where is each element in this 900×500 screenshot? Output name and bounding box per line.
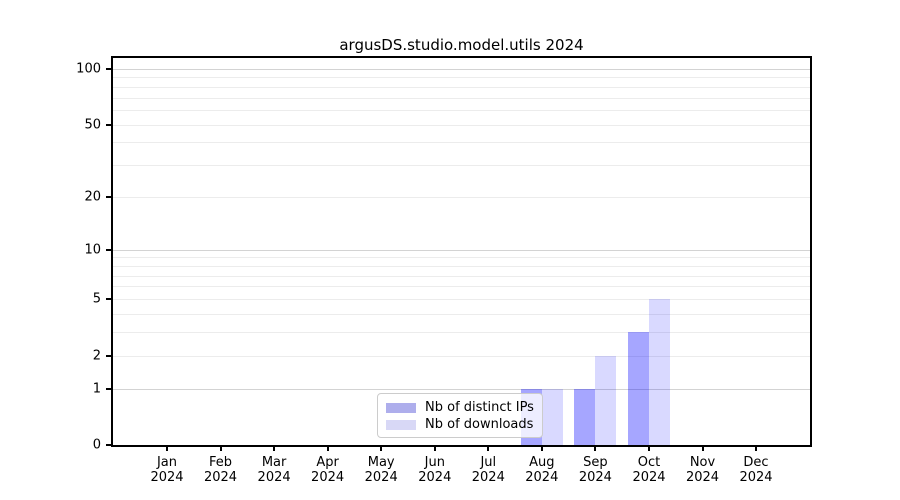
x-tick-mark	[219, 445, 222, 451]
bar-distinct-ips	[628, 332, 649, 445]
gridline-major	[113, 68, 810, 70]
y-tick-label: 20	[84, 189, 101, 205]
x-tick-label: Jul 2024	[471, 455, 505, 485]
x-tick-label: Dec 2024	[739, 455, 773, 485]
gridline-minor	[113, 257, 810, 259]
x-tick-mark	[755, 445, 757, 451]
gridline-minor	[113, 265, 810, 267]
gridline-minor	[113, 124, 810, 126]
x-tick-mark	[487, 445, 490, 451]
x-tick-mark	[380, 445, 383, 451]
gridline-minor	[113, 313, 810, 315]
y-tick-mark	[106, 354, 112, 357]
gridline-minor	[113, 142, 810, 144]
x-tick-label: Sep 2024	[578, 455, 612, 485]
x-tick-mark	[433, 445, 436, 451]
y-tick-mark	[106, 248, 112, 251]
x-tick-mark	[326, 445, 329, 451]
y-tick-label: 5	[92, 291, 101, 307]
x-tick-mark	[166, 445, 168, 451]
x-tick-label: Nov 2024	[685, 455, 720, 485]
y-tick-label: 1	[92, 381, 101, 396]
y-tick-label: 50	[84, 117, 101, 133]
x-tick-label: Jun 2024	[418, 455, 452, 485]
x-tick-label: Jan 2024	[150, 455, 184, 485]
legend-label: Nb of downloads	[425, 417, 534, 432]
x-tick-label: Aug 2024	[525, 455, 559, 485]
y-tick-mark	[106, 298, 112, 300]
y-tick-mark	[106, 444, 112, 446]
x-tick-mark	[594, 445, 597, 451]
legend-label: Nb of distinct IPs	[425, 400, 534, 415]
gridline-minor	[113, 110, 810, 111]
gridline-major	[113, 388, 810, 390]
gridline-minor	[113, 97, 810, 99]
y-tick-mark	[106, 67, 112, 70]
y-tick-mark	[106, 195, 112, 198]
gridline-minor	[113, 355, 810, 357]
gridline-minor	[113, 286, 810, 288]
x-tick-label: May 2024	[364, 455, 398, 485]
x-tick-mark	[540, 445, 543, 451]
y-tick-label: 100	[76, 61, 101, 77]
y-tick-mark	[106, 123, 112, 126]
plot-area: Nb of distinct IPs Nb of downloads 0 1 2 5 1…	[76, 56, 812, 485]
gridline-minor	[113, 332, 810, 333]
x-tick-label: Apr 2024	[311, 455, 345, 485]
y-tick-label: 10	[84, 242, 101, 258]
gridline-minor	[113, 299, 810, 300]
gridline-minor	[113, 77, 810, 79]
bar-downloads	[595, 355, 617, 445]
x-tick-mark	[701, 445, 704, 451]
chart-title: argusDS.studio.model.utils 2024	[339, 36, 584, 54]
bar-downloads	[649, 299, 670, 445]
x-tick-mark	[648, 445, 650, 451]
gridline-minor	[113, 86, 810, 88]
gridline-major	[113, 249, 810, 251]
legend-swatch-distinct-ips	[386, 402, 416, 413]
legend-item-distinct-ips: Nb of distinct IPs	[386, 399, 534, 416]
y-tick-mark	[106, 387, 112, 390]
legend-item-downloads: Nb of downloads	[386, 416, 534, 433]
x-tick-label: Oct 2024	[632, 455, 666, 485]
y-tick-label: 0	[92, 437, 101, 453]
gridline-minor	[113, 165, 810, 167]
gridline-minor	[113, 196, 810, 198]
x-tick-label: Feb 2024	[203, 455, 238, 485]
gridline-minor	[113, 275, 810, 277]
x-tick-label: Mar 2024	[257, 455, 291, 485]
x-tick-mark	[273, 445, 276, 451]
bar-downloads	[541, 388, 563, 445]
bar-distinct-ips	[574, 388, 596, 445]
legend: Nb of distinct IPs Nb of downloads	[377, 393, 543, 438]
y-tick-label: 2	[92, 348, 101, 363]
legend-swatch-downloads	[386, 419, 416, 430]
